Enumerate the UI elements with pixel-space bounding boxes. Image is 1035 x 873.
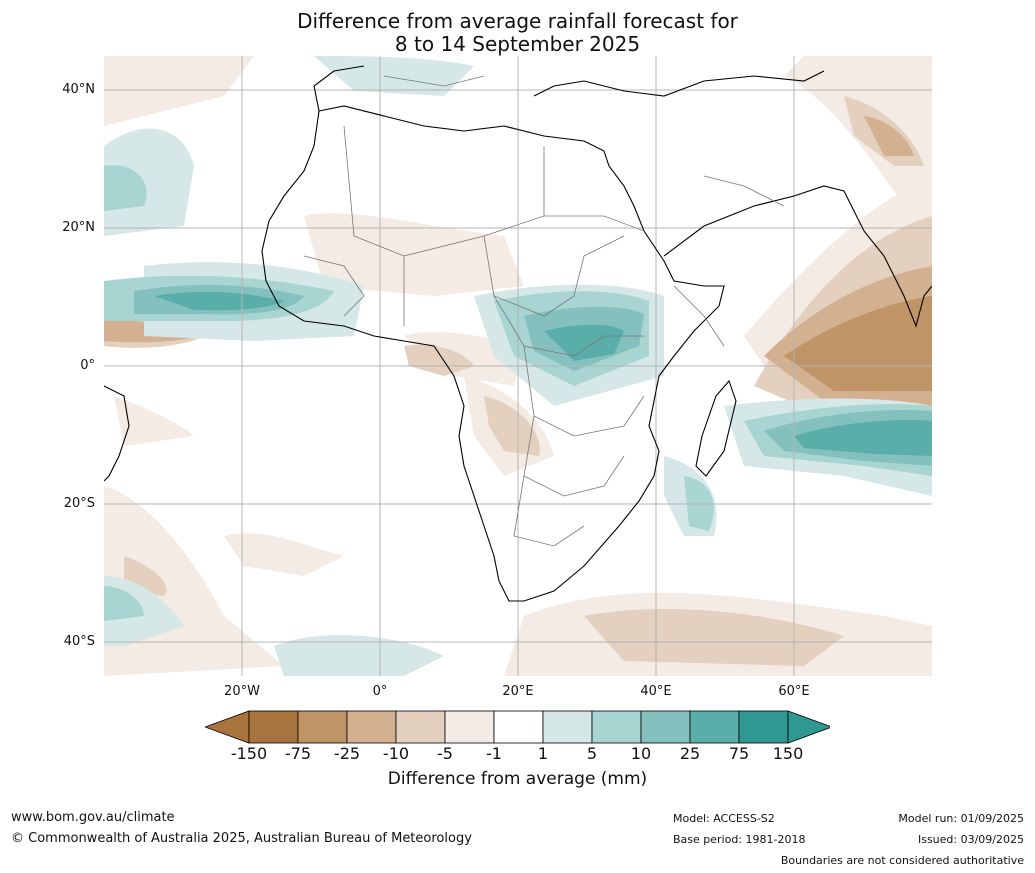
colorbar-tick-label: 5 [586, 744, 598, 763]
colorbar-segment [640, 710, 691, 744]
lat-label-40s: 40°S [63, 634, 95, 649]
map-svg [104, 56, 932, 676]
footer-model-run: Model run: 01/09/2025 [898, 812, 1024, 825]
footer-issued: Issued: 03/09/2025 [917, 833, 1024, 846]
colorbar-segment [297, 710, 348, 744]
graticule [104, 56, 932, 676]
lon-label-20w: 20°W [224, 684, 260, 699]
lat-label-0: 0° [80, 358, 95, 373]
map-title-line2: 8 to 14 September 2025 [394, 32, 641, 56]
colorbar-tick-label: 10 [630, 744, 652, 763]
map-title-line1: Difference from average rainfall forecas… [297, 9, 738, 33]
colorbar-segment [444, 710, 495, 744]
colorbar-segment [591, 710, 642, 744]
lat-label-20s: 20°S [63, 496, 95, 511]
lon-label-20e: 20°E [502, 684, 534, 699]
lat-label-40n: 40°N [62, 82, 95, 97]
colorbar-tick-label: -75 [284, 744, 312, 763]
colorbar-tick-label: 75 [728, 744, 750, 763]
lat-label-20n: 20°N [62, 220, 95, 235]
colorbar-segment [689, 710, 740, 744]
colorbar-tick-label: -1 [486, 744, 502, 763]
rainfall-anomaly-map [104, 56, 932, 676]
colorbar-extend-high [787, 710, 834, 744]
colorbar-segment [395, 710, 446, 744]
colorbar-tick-label: 150 [772, 744, 804, 763]
country-borders [303, 75, 785, 547]
colorbar [203, 710, 834, 748]
footer-base-period: Base period: 1981-2018 [673, 833, 806, 846]
colorbar-segment [248, 710, 299, 744]
footer-copyright: © Commonwealth of Australia 2025, Austra… [11, 831, 472, 846]
colorbar-segment [346, 710, 397, 744]
colorbar-tick-label: -25 [333, 744, 361, 763]
colorbar-tick-label: -10 [382, 744, 410, 763]
lon-label-40e: 40°E [640, 684, 672, 699]
colorbar-svg [203, 710, 834, 744]
colorbar-tick-label: -5 [437, 744, 453, 763]
footer-disclaimer: Boundaries are not considered authoritat… [780, 854, 1024, 867]
footer-model: Model: ACCESS-S2 [673, 812, 775, 825]
footer-url: www.bom.gov.au/climate [11, 810, 175, 825]
colorbar-tick-label: 25 [679, 744, 701, 763]
colorbar-segment [738, 710, 789, 744]
colorbar-tick-label: 1 [537, 744, 549, 763]
colorbar-label: Difference from average (mm) [387, 769, 648, 789]
lon-label-60e: 60°E [778, 684, 810, 699]
wet-anomaly-strong [134, 284, 932, 466]
colorbar-extend-low [203, 710, 250, 744]
lon-label-0: 0° [372, 684, 388, 699]
colorbar-tick-label: -150 [230, 744, 268, 763]
colorbar-segment [493, 710, 544, 744]
coastlines [104, 65, 932, 602]
colorbar-segment [542, 710, 593, 744]
